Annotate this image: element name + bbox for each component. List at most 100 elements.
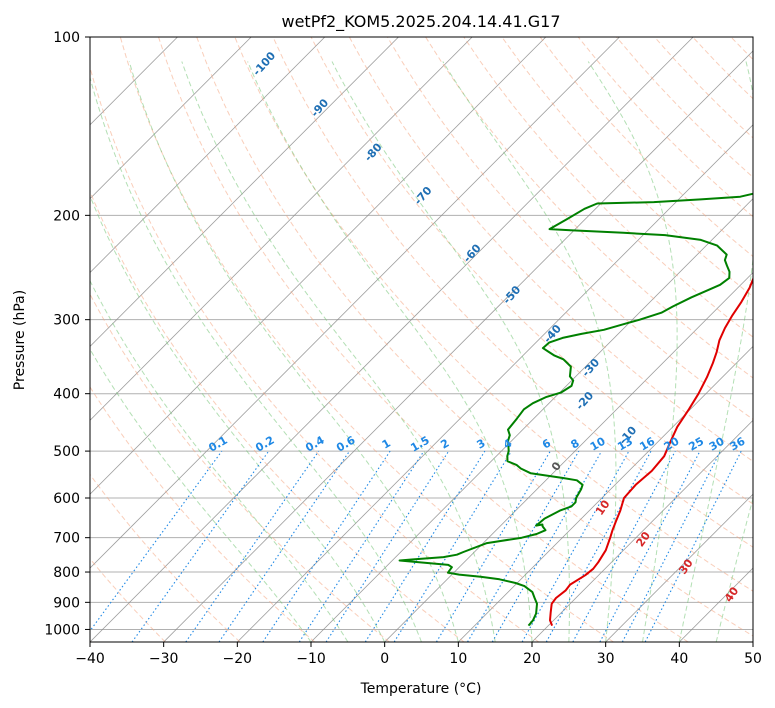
y-tick-label: 200 [53, 208, 80, 224]
x-tick-label: 30 [597, 651, 615, 667]
isotherm-gridline [679, 567, 753, 642]
data-layer [398, 192, 753, 627]
dry-adiabat-label: -70 [412, 184, 435, 208]
moist-adiabat-line [181, 61, 496, 642]
dry-adiabat-line [692, 37, 753, 100]
isotherm-gridline [90, 37, 326, 274]
mixing-ratio-line [90, 450, 223, 632]
isotherm-gridline [90, 37, 252, 200]
mixing-ratio-label: 8 [569, 437, 582, 452]
x-tick-label: 50 [744, 651, 762, 667]
mixing-ratio-line [393, 450, 512, 642]
moist-adiabat-line [678, 61, 753, 642]
y-tick-label: 700 [53, 531, 80, 547]
isotherm-gridline [531, 419, 753, 642]
dry-adiabat-line [90, 473, 241, 642]
moist-adiabat-label: 10 [593, 497, 613, 517]
dry-adiabat-line [90, 293, 390, 642]
dry-adiabat-line [348, 37, 753, 462]
y-tick-label: 800 [53, 565, 80, 581]
dry-adiabat-line [463, 37, 753, 338]
mixing-ratio-line [325, 450, 450, 642]
y-tick-label: 1000 [44, 622, 80, 638]
chart-title: wetPf2_KOM5.2025.204.14.41.G17 [281, 12, 560, 32]
mixing-ratio-line [621, 450, 721, 642]
isotherm-gridline [90, 37, 620, 569]
plot-area: -100-90-80-70-60-50-40-30-20-100.1 0.2 0.4… [89, 36, 775, 643]
moist-adiabat-line [90, 75, 422, 642]
isotherm-gridline [237, 124, 753, 642]
isotherm-gridline [163, 50, 753, 642]
mixing-ratio-label: 3 [475, 437, 488, 452]
y-tick-label: 600 [53, 491, 80, 507]
dry-adiabat-label: -20 [573, 389, 596, 413]
mixing-ratio-label: 2 [438, 437, 451, 452]
dry-adiabat-label: -40 [541, 322, 564, 346]
x-tick-label: −20 [223, 651, 253, 667]
dry-adiabat-line [90, 65, 540, 642]
y-tick-label: 900 [53, 595, 80, 611]
moist-adiabat-line [331, 61, 570, 642]
y-axis-label: Pressure (hPa) [12, 290, 28, 390]
dry-adiabat-line [386, 37, 753, 420]
isotherm-gridline [90, 37, 473, 421]
x-tick-label: −10 [296, 651, 326, 667]
dry-adiabat-label: -50 [500, 283, 523, 307]
dry-adiabat-line [769, 37, 775, 642]
dry-adiabat-line [234, 37, 753, 592]
isotherm-gridline [752, 641, 753, 642]
y-tick-label: 300 [53, 313, 80, 329]
isotherm-gridline [384, 271, 753, 642]
mixing-ratio-line [491, 450, 603, 642]
moist-adiabat-line [90, 194, 386, 642]
mixing-ratio-line [364, 450, 486, 642]
moist-adiabat-line [128, 61, 459, 642]
mixing-ratio-line [218, 450, 350, 642]
mixing-ratio-line [572, 450, 676, 642]
grid-layer [90, 37, 775, 642]
dry-adiabat-line [90, 386, 316, 642]
isotherm-gridline [90, 37, 694, 642]
isotherm-gridline [605, 493, 753, 642]
dewpoint-curve [398, 192, 753, 627]
y-tick-label: 400 [53, 387, 80, 403]
mixing-ratio-line [467, 450, 580, 642]
dry-adiabat-label: -60 [461, 241, 484, 265]
moist-adiabat-line [247, 61, 533, 642]
x-tick-label: 10 [449, 651, 467, 667]
x-tick-label: −30 [149, 651, 179, 667]
plot-frame [89, 36, 754, 643]
isotherm-gridline [458, 345, 753, 642]
dry-adiabat-line [119, 37, 614, 642]
moist-adiabat-line [90, 348, 312, 642]
mixing-ratio-line [545, 450, 652, 642]
moist-adiabat-line [90, 279, 349, 642]
isotherm-gridline [90, 37, 547, 495]
dry-adiabat-line [90, 557, 166, 642]
dry-adiabat-line [272, 37, 753, 548]
y-tick-label: 500 [53, 444, 80, 460]
x-tick-label: 0 [380, 651, 389, 667]
x-tick-label: −40 [75, 651, 105, 667]
dry-adiabat-label: -100 [250, 49, 278, 78]
moist-adiabat-label: 0 [549, 459, 564, 473]
moist-adiabat-line [587, 61, 678, 642]
dry-adiabat-label: -90 [308, 96, 331, 120]
moist-adiabat-label: 40 [722, 584, 742, 604]
x-tick-label: 40 [670, 651, 688, 667]
axes: −40 −30 −20 −10 0 10 20 30 40 5010020030040050060… [44, 30, 762, 667]
mixing-ratio-line [644, 450, 742, 642]
dry-adiabat-line [425, 37, 753, 379]
x-axis-label: Temperature (°C) [360, 681, 482, 697]
isotherm-gridline [90, 37, 399, 348]
mixing-ratio-line [131, 450, 270, 642]
y-tick-label: 100 [53, 30, 80, 46]
dry-adiabat-line [158, 37, 689, 642]
moist-adiabat-line [715, 496, 753, 642]
x-tick-label: 20 [523, 651, 541, 667]
dry-adiabat-line [196, 37, 753, 637]
mixing-ratio-line [185, 450, 320, 642]
dry-adiabat-line [654, 37, 753, 139]
mixing-ratio-line [435, 450, 551, 642]
